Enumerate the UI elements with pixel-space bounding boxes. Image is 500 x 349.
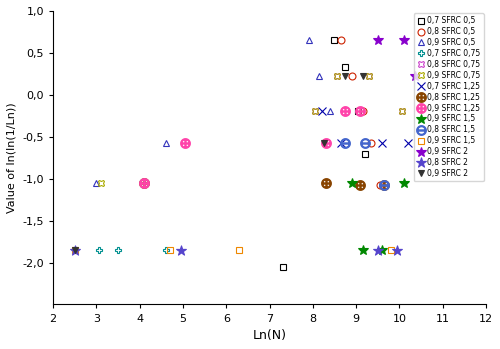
Legend: 0,7 SFRC 0,5, 0,8 SFRC 0,5, 0,9 SFRC 0,5, 0,7 SFRC 0,75, 0,8 SFRC 0,75, 0,9 SFRC: 0,7 SFRC 0,5, 0,8 SFRC 0,5, 0,9 SFRC 0,5… (414, 13, 484, 181)
Y-axis label: Value of ln(ln(1/Ln)): Value of ln(ln(1/Ln)) (7, 102, 17, 213)
X-axis label: Ln(N): Ln(N) (252, 329, 286, 342)
